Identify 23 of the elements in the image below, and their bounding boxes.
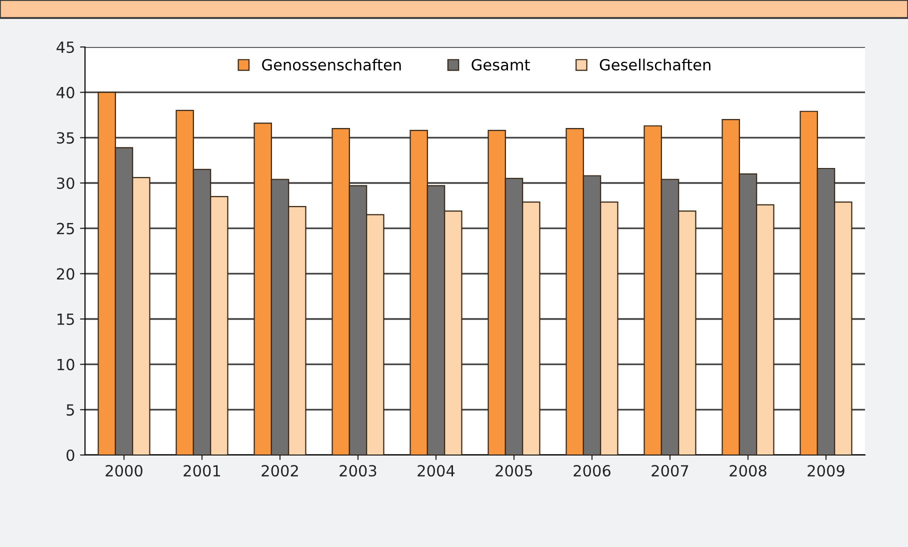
x-tick-label: 2007 bbox=[652, 464, 688, 477]
y-tick-label: 25 bbox=[56, 222, 74, 234]
y-tick-label: 5 bbox=[66, 404, 74, 416]
x-tick-label: 2001 bbox=[184, 464, 220, 477]
x-tick-label: 2004 bbox=[418, 464, 455, 477]
y-tick-label: 35 bbox=[57, 132, 74, 144]
y-tick-label: 10 bbox=[58, 358, 74, 370]
x-tick-label: 2009 bbox=[808, 464, 844, 477]
x-tick-label: 2003 bbox=[340, 464, 376, 477]
legend-label: Gesellschaften bbox=[600, 58, 710, 71]
x-tick-label: 2000 bbox=[106, 464, 142, 477]
y-tick-label: 40 bbox=[56, 86, 74, 98]
y-tick-label: 0 bbox=[66, 449, 74, 462]
x-tick-label: 2006 bbox=[574, 464, 610, 477]
y-tick-label: 30 bbox=[57, 177, 74, 190]
legend-label: Genossenschaften bbox=[262, 58, 401, 71]
x-tick-label: 2005 bbox=[496, 464, 532, 477]
legend-label: Gesamt bbox=[472, 58, 530, 71]
x-tick-label: 2008 bbox=[730, 464, 766, 477]
y-tick-label: 15 bbox=[58, 314, 74, 326]
x-tick-label: 2002 bbox=[262, 464, 298, 477]
y-tick-label: 20 bbox=[56, 268, 74, 280]
y-tick-label: 45 bbox=[56, 42, 74, 54]
